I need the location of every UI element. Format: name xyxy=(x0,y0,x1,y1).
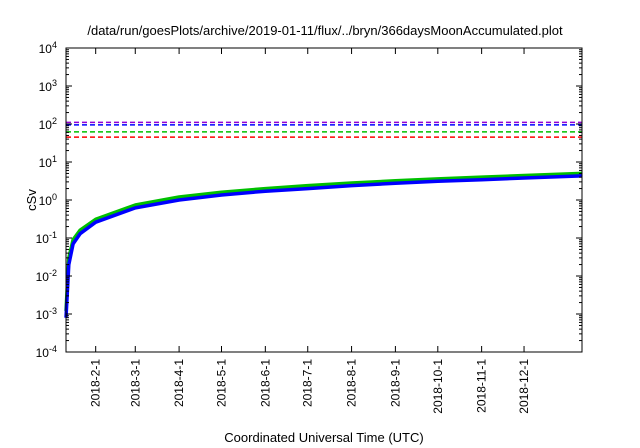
y-tick-label: 10-4 xyxy=(36,344,57,360)
data-point xyxy=(79,229,81,231)
x-axis: 2018-2-1 2018-3-1 2018-4-1 2018-5-1 2018-6-1… xyxy=(89,48,531,414)
chart-title: /data/run/goesPlots/archive/2019-01-11/f… xyxy=(87,23,563,38)
x-tick-label: 2018-2-1 xyxy=(89,359,103,407)
x-tick-label: 2018-3-1 xyxy=(128,359,142,407)
data-point xyxy=(394,182,396,184)
x-tick-label: 2018-7-1 xyxy=(301,359,315,407)
x-tick-label: 2018-8-1 xyxy=(345,359,359,407)
data-point xyxy=(350,182,353,184)
x-tick-label: 2018-6-1 xyxy=(258,359,272,407)
data-point xyxy=(350,184,353,187)
y-tick-label: 10-1 xyxy=(36,230,57,246)
data-point xyxy=(220,194,223,196)
y-tick-label: 100 xyxy=(39,192,57,208)
data-point xyxy=(134,204,136,206)
y-tick-label: 101 xyxy=(39,154,57,170)
y-tick-label: 102 xyxy=(39,116,57,132)
x-tick-label: 2018-5-1 xyxy=(215,359,229,407)
data-point xyxy=(481,179,483,181)
data-point xyxy=(437,180,439,182)
x-tick-label: 2018-4-1 xyxy=(172,359,186,407)
x-axis-label: Coordinated Universal Time (UTC) xyxy=(224,430,423,445)
series-line xyxy=(64,174,583,318)
data-point xyxy=(481,176,483,178)
y-tick-label: 10-3 xyxy=(36,306,57,322)
data-point xyxy=(264,190,266,192)
plot-frame xyxy=(65,47,583,353)
data-point xyxy=(523,177,525,179)
data-point xyxy=(220,191,223,193)
data-point xyxy=(178,199,180,201)
x-tick-label: 2018-9-1 xyxy=(388,359,402,407)
series-line xyxy=(64,171,583,312)
x-tick-label: 2018-12-1 xyxy=(517,359,531,414)
y-axis: 10-4 10-3 10-2 10-1 100 101 102 103 104 xyxy=(36,40,582,360)
x-tick-label: 2018-11-1 xyxy=(475,359,489,413)
data-point xyxy=(437,178,439,180)
data-point xyxy=(95,218,97,220)
data-point xyxy=(178,196,180,198)
y-tick-label: 104 xyxy=(39,40,57,56)
data-point xyxy=(134,207,136,209)
y-axis-label: cSv xyxy=(24,189,39,211)
y-tick-label: 103 xyxy=(39,78,57,94)
data-point xyxy=(307,187,309,190)
data-point xyxy=(79,233,81,235)
y-tick-label: 10-2 xyxy=(36,268,57,284)
data-point xyxy=(95,221,97,223)
data-point xyxy=(72,243,74,245)
data-point xyxy=(307,184,309,187)
data-point xyxy=(264,187,266,190)
data-point xyxy=(523,174,525,177)
plot-lines xyxy=(64,121,583,319)
data-point xyxy=(72,239,74,241)
data-point xyxy=(394,180,396,182)
x-tick-label: 2018-10-1 xyxy=(431,359,445,414)
